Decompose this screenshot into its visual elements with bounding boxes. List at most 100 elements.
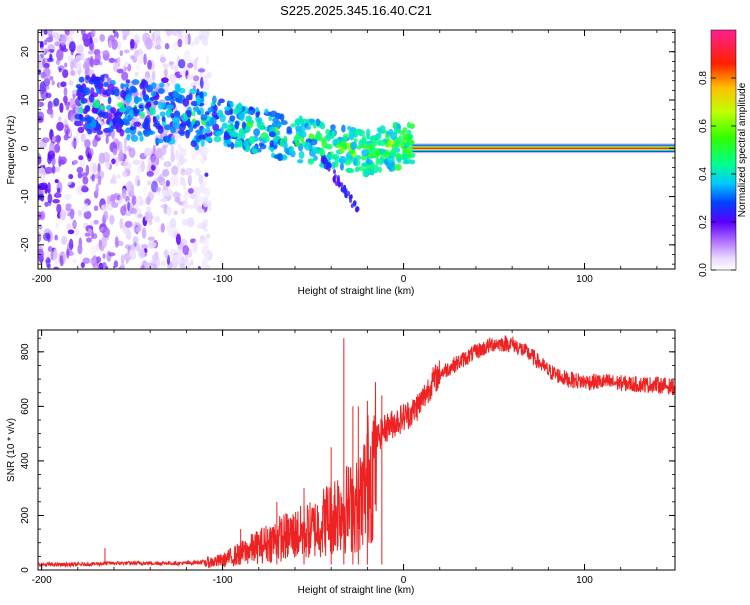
heatmap-cell	[325, 164, 329, 170]
heatmap-cell	[217, 109, 224, 118]
heatmap-cell	[320, 137, 327, 143]
heatmap-cell	[138, 104, 144, 109]
heatmap-cell	[133, 50, 139, 58]
heatmap-cell	[113, 260, 119, 268]
heatmap-cell	[178, 201, 184, 206]
heatmap-cell	[85, 164, 90, 176]
colorbar-label: Normalized spectral amplitude	[737, 82, 748, 217]
heatmap-cell	[169, 176, 176, 187]
heatmap-cell	[142, 88, 146, 97]
heatmap-cell	[182, 245, 190, 256]
heatmap-cell	[185, 129, 190, 139]
heatmap-cell	[68, 97, 77, 109]
heatmap-cell	[160, 260, 167, 267]
heatmap-cell	[343, 188, 347, 194]
heatmap-cell	[169, 97, 176, 103]
heatmap-cell	[170, 112, 175, 119]
heatmap-cell	[152, 144, 156, 152]
heatmap-y-tick-label: -20	[20, 237, 31, 252]
heatmap-cell	[157, 87, 165, 94]
heatmap-cell	[56, 187, 61, 193]
heatmap-x-axis: -200 -100 0 100	[32, 30, 658, 285]
heatmap-cell	[98, 264, 104, 269]
heatmap-cell	[121, 30, 129, 36]
colorbar-tick-label: 0.0	[698, 263, 709, 277]
heatmap-cell	[68, 53, 74, 63]
heatmap-cell	[160, 204, 169, 209]
heatmap-cell	[335, 181, 339, 187]
heatmap-cell	[409, 123, 415, 130]
heatmap-cell	[88, 43, 93, 50]
heatmap-cell	[204, 111, 210, 116]
heatmap-cell	[213, 135, 222, 143]
heatmap-cell	[126, 134, 131, 141]
snr-x-tick-label: 100	[576, 575, 593, 586]
heatmap-cell	[139, 135, 144, 142]
heatmap-cell	[373, 135, 379, 141]
heatmap-cell	[38, 167, 46, 178]
heatmap-cell	[200, 114, 208, 121]
heatmap-cell	[394, 147, 401, 153]
heatmap-cell	[346, 168, 355, 174]
heatmap-cell	[155, 149, 163, 158]
heatmap-cell	[140, 79, 149, 89]
heatmap-cell	[61, 235, 68, 245]
heatmap-cell	[48, 34, 54, 40]
heatmap-cell	[177, 129, 186, 135]
heatmap-cell	[365, 158, 373, 165]
heatmap-cell	[353, 200, 357, 206]
heatmap-cell	[72, 159, 79, 165]
heatmap-cell	[135, 243, 141, 252]
heatmap-cell	[56, 134, 61, 145]
heatmap-cell	[201, 128, 207, 134]
heatmap-cell	[392, 122, 397, 129]
heatmap-cell	[81, 184, 88, 192]
heatmap-cell	[137, 179, 141, 187]
heatmap-x-label: Height of straight line (km)	[298, 286, 415, 297]
heatmap-cell	[141, 227, 147, 239]
heatmap-cell	[269, 110, 278, 118]
heatmap-cell	[121, 71, 129, 81]
heatmap-cell	[211, 95, 217, 104]
heatmap-cell	[78, 76, 85, 83]
heatmap-cell	[298, 151, 305, 159]
heatmap-cell	[347, 190, 351, 196]
heatmap-cell	[169, 73, 177, 83]
heatmap-cell	[157, 125, 164, 134]
heatmap-cell	[77, 244, 83, 255]
heatmap-cell	[51, 165, 56, 174]
heatmap-cell	[68, 174, 74, 180]
heatmap-cell	[92, 138, 98, 148]
heatmap-cell	[127, 201, 131, 212]
heatmap-cell	[95, 183, 99, 195]
heatmap-cell	[60, 34, 67, 46]
heatmap-cell	[132, 159, 141, 165]
heatmap-cell	[111, 202, 119, 208]
heatmap-cell	[187, 62, 194, 69]
heatmap-cell	[130, 55, 135, 60]
snr-y-tick-label: 0	[20, 567, 31, 573]
heatmap-cell	[55, 59, 61, 65]
heatmap-cell	[269, 140, 274, 148]
heatmap-cell	[98, 152, 106, 164]
heatmap-cell	[38, 183, 46, 191]
heatmap-cell	[42, 57, 46, 68]
heatmap-cell	[112, 148, 118, 156]
heatmap-cell	[280, 120, 288, 126]
heatmap-cell	[78, 120, 84, 127]
heatmap-cell	[197, 266, 202, 269]
heatmap-y-tick-label: -10	[20, 189, 31, 204]
heatmap-cell	[65, 102, 70, 111]
heatmap-cell	[315, 118, 321, 127]
heatmap-cell	[131, 195, 137, 206]
snr-x-tick-label: -200	[32, 575, 52, 586]
heatmap-cell	[90, 245, 97, 257]
heatmap-cell	[43, 67, 51, 78]
heatmap-cell	[174, 196, 181, 203]
heatmap-cell	[319, 162, 324, 168]
heatmap-cell	[344, 192, 348, 198]
heatmap-cell	[388, 128, 394, 135]
heatmap-cell	[258, 142, 265, 147]
heatmap-cell	[58, 116, 62, 122]
